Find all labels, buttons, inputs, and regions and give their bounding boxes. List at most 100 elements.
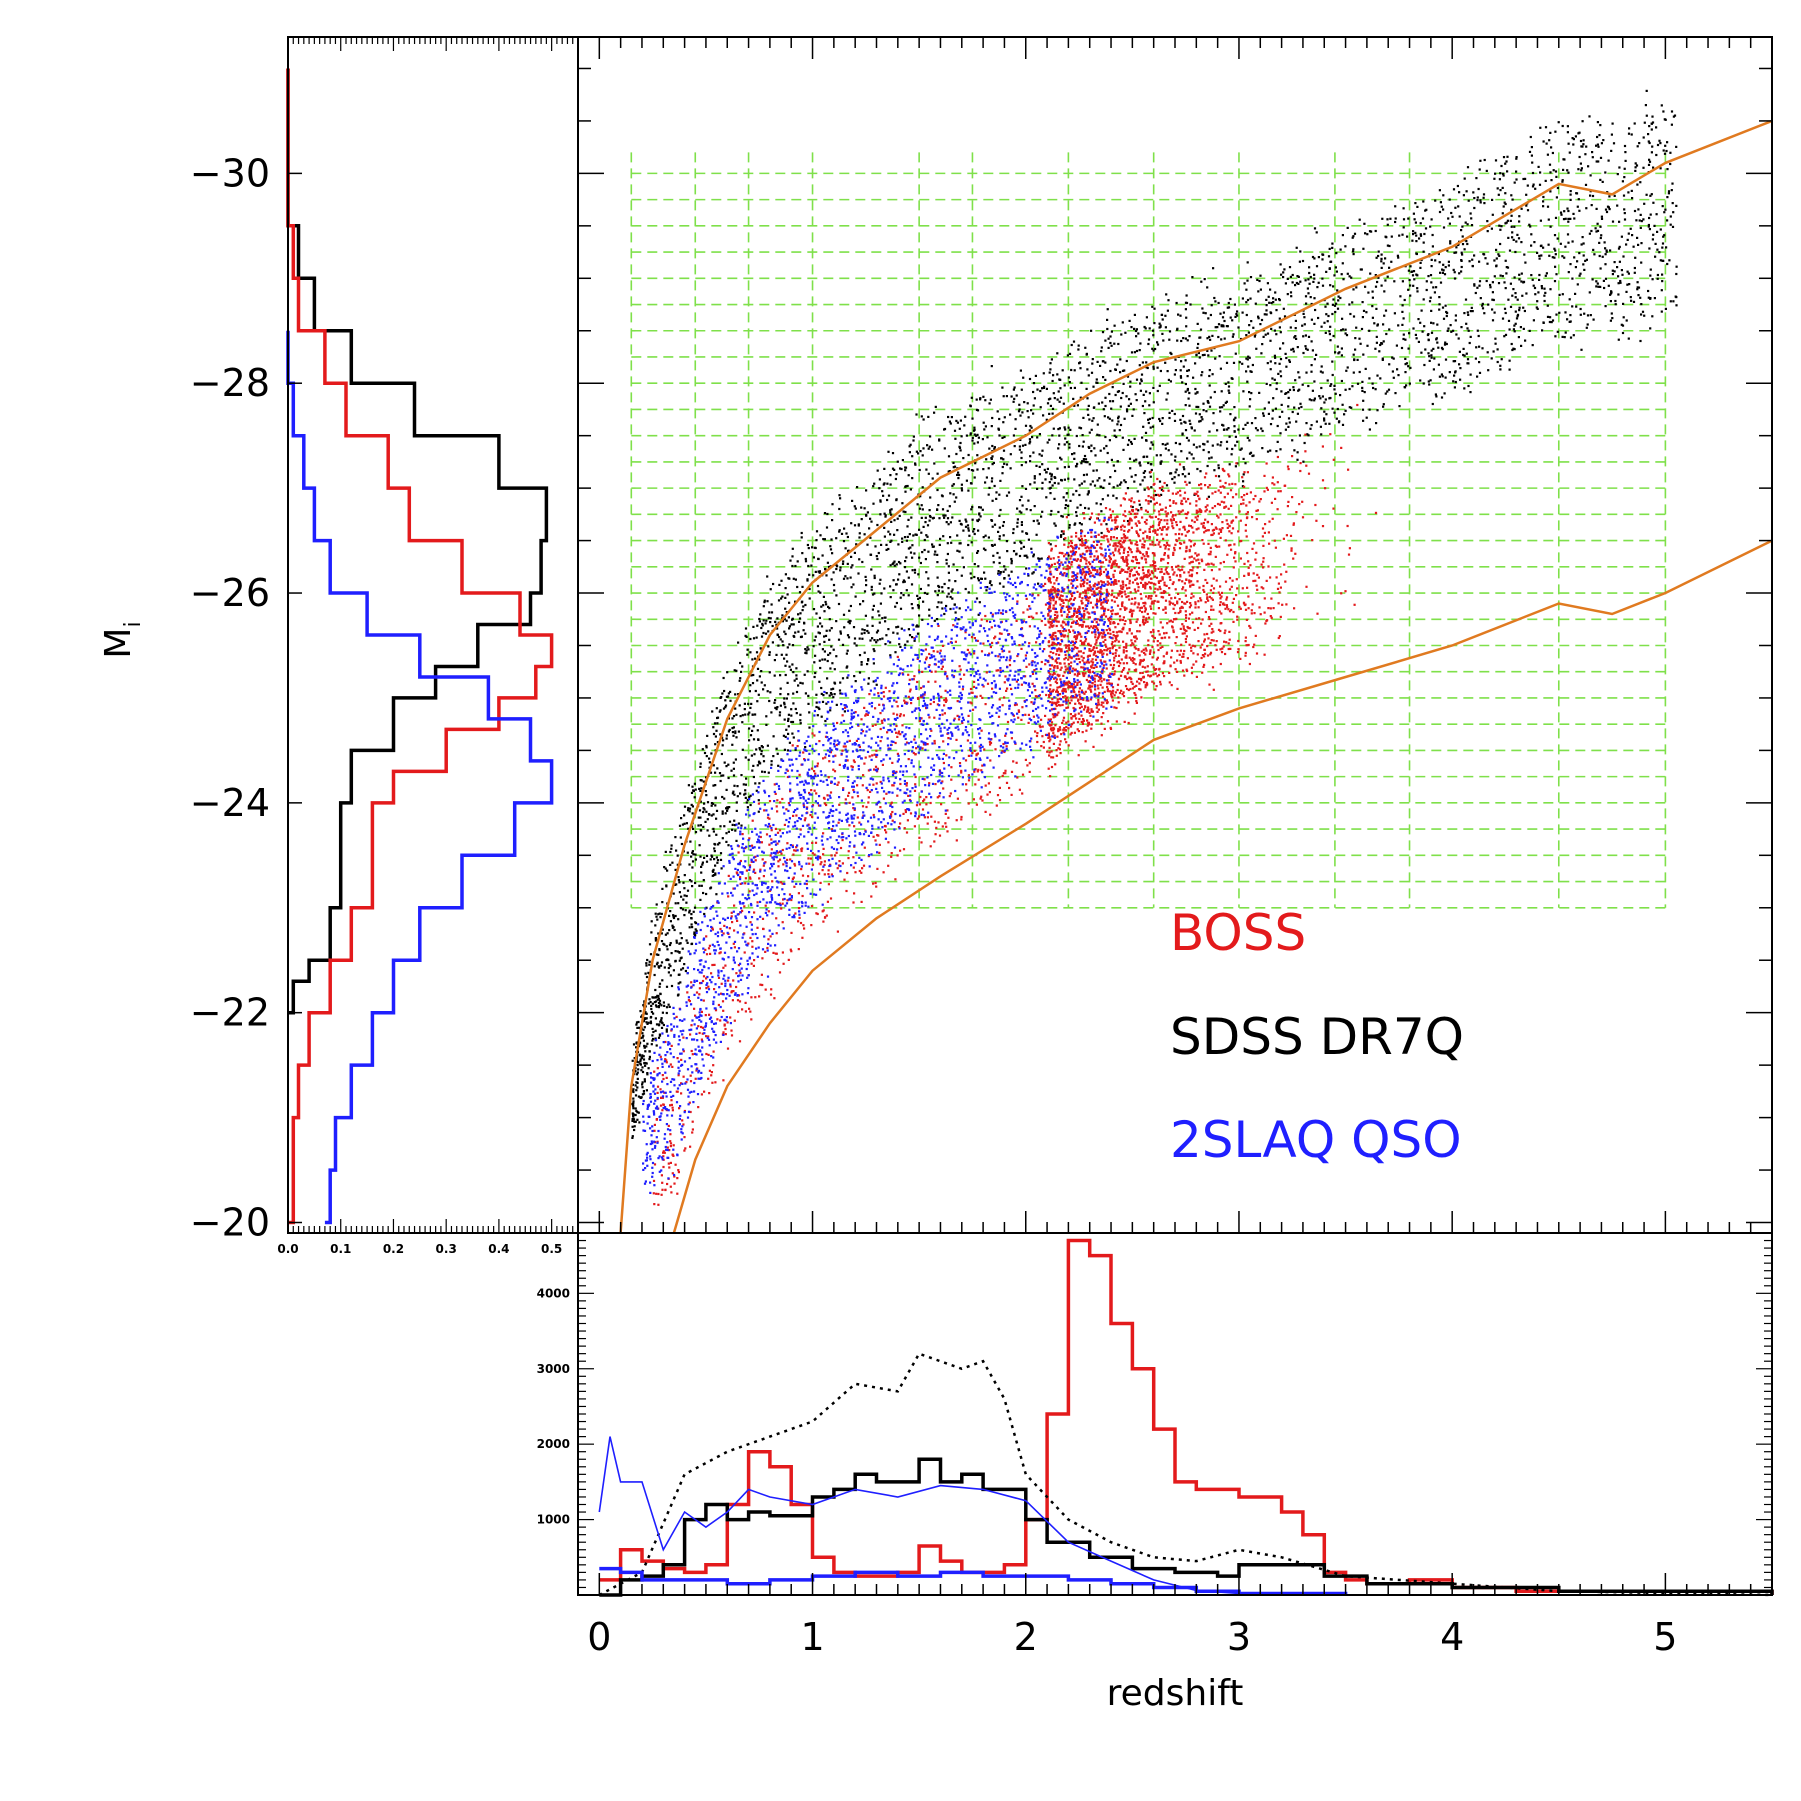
scatter-point (1094, 454, 1097, 457)
scatter-point (741, 665, 744, 668)
scatter-point (963, 424, 966, 427)
scatter-point (911, 544, 914, 547)
scatter-point (1140, 606, 1143, 609)
scatter-point (1563, 256, 1566, 259)
scatter-point (1070, 661, 1073, 664)
scatter-point (1361, 380, 1364, 383)
scatter-point (1363, 222, 1366, 225)
scatter-point (1100, 580, 1103, 583)
scatter-point (818, 659, 821, 662)
scatter-point (1561, 180, 1564, 183)
scatter-point (973, 563, 976, 566)
scatter-point (1168, 544, 1171, 547)
scatter-point (706, 818, 709, 821)
scatter-point (1416, 287, 1419, 290)
scatter-point (1569, 314, 1572, 317)
scatter-point (1056, 649, 1059, 653)
scatter-point (1126, 410, 1129, 413)
scatter-point (1101, 686, 1104, 689)
scatter-point (1282, 342, 1285, 345)
scatter-point (1476, 196, 1479, 199)
scatter-point (691, 866, 694, 869)
scatter-point (1660, 104, 1663, 107)
scatter-point (1181, 632, 1184, 635)
scatter-point (832, 648, 835, 651)
scatter-point (1374, 347, 1377, 350)
scatter-point (1328, 267, 1331, 270)
scatter-point (860, 518, 863, 521)
scatter-point (1118, 548, 1121, 551)
scatter-point (1206, 400, 1209, 403)
scatter-point (1401, 310, 1404, 313)
scatter-point (1263, 531, 1266, 534)
scatter-point (1559, 242, 1562, 245)
scatter-point (1194, 387, 1197, 391)
scatter-point (1531, 161, 1534, 164)
scatter-point (1232, 361, 1236, 364)
scatter-point (1048, 654, 1051, 658)
scatter-point (1084, 539, 1087, 542)
scatter-point (1404, 357, 1407, 360)
scatter-point (916, 604, 920, 607)
scatter-point (1598, 134, 1601, 137)
scatter-point (1302, 351, 1305, 355)
scatter-point (1296, 275, 1299, 278)
scatter-point (1374, 388, 1377, 391)
scatter-point (1071, 453, 1074, 456)
scatter-point (670, 844, 673, 847)
scatter-point (1002, 395, 1005, 398)
scatter-point (1538, 257, 1541, 260)
scatter-point (1469, 373, 1472, 376)
scatter-point (990, 425, 993, 428)
scatter-point (1514, 292, 1517, 295)
scatter-point (1019, 414, 1022, 417)
scatter-point (1005, 463, 1009, 466)
scatter-point (758, 675, 761, 678)
scatter-point (833, 668, 836, 671)
scatter-point (1179, 369, 1182, 372)
scatter-point (680, 937, 683, 940)
scatter-point (705, 810, 708, 813)
scatter-point (835, 703, 838, 706)
scatter-point (1634, 162, 1637, 165)
scatter-point (1520, 241, 1523, 244)
scatter-point (1151, 305, 1154, 308)
scatter-point (991, 499, 994, 502)
scatter-point (1079, 703, 1082, 706)
scatter-point (1554, 130, 1557, 133)
scatter-point (815, 539, 818, 542)
scatter-point (690, 923, 693, 926)
scatter-point (1532, 319, 1535, 322)
scatter-point (896, 632, 899, 635)
scatter-point (1117, 622, 1120, 626)
scatter-point (639, 1062, 642, 1065)
scatter-point (1116, 484, 1119, 487)
scatter-point (1329, 339, 1332, 342)
scatter-point (1654, 242, 1657, 245)
scatter-point (1117, 580, 1120, 583)
scatter-point (1525, 204, 1528, 207)
scatter-point (795, 677, 798, 680)
scatter-point (1297, 407, 1301, 410)
scatter-point (1376, 280, 1379, 284)
scatter-point (1385, 236, 1388, 239)
scatter-point (1502, 172, 1505, 175)
scatter-point (1310, 370, 1313, 373)
scatter-point (1218, 406, 1222, 409)
scatter-point (1223, 631, 1226, 635)
scatter-point (933, 462, 936, 465)
scatter-point (909, 443, 912, 446)
scatter-point (1194, 392, 1197, 395)
scatter-point (1051, 484, 1054, 487)
scatter-point (1434, 199, 1437, 202)
scatter-point (1518, 215, 1521, 218)
scatter-point (1623, 167, 1626, 170)
scatter-point (1166, 519, 1169, 522)
scatter-point (900, 592, 903, 595)
scatter-point (1491, 281, 1494, 284)
scatter-point (1635, 219, 1638, 222)
scatter-point (760, 750, 763, 753)
scatter-point (1478, 361, 1481, 364)
scatter-point (1098, 651, 1101, 654)
scatter-point (996, 551, 999, 555)
